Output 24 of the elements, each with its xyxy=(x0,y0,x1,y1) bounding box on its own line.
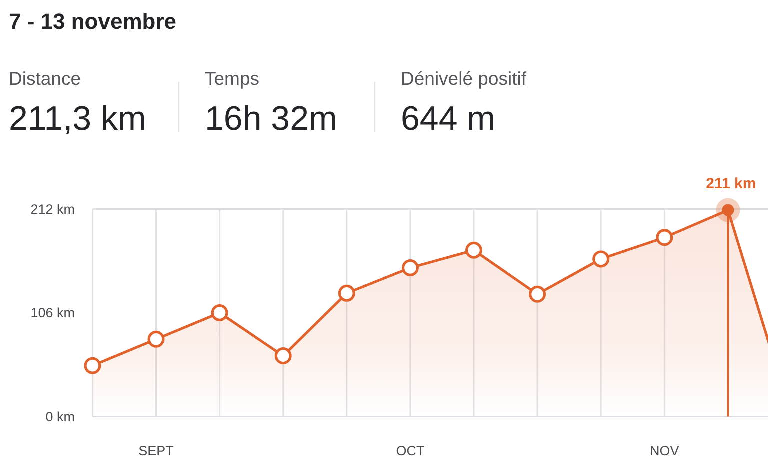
point xyxy=(338,284,356,302)
x-tick-label: OCT xyxy=(396,444,425,459)
point xyxy=(211,304,228,322)
y-tick-label: 212 km xyxy=(30,202,75,218)
point xyxy=(274,348,292,365)
text: 211,3 km xyxy=(9,100,146,138)
point xyxy=(402,260,419,276)
x-tick-label: SEPT xyxy=(138,444,174,459)
data-label: 211 km xyxy=(706,175,756,192)
point xyxy=(84,357,102,374)
text: Dénivelé positif xyxy=(401,68,528,89)
point xyxy=(656,229,674,246)
chart-title: 7 - 13 novembre xyxy=(9,9,177,34)
point xyxy=(529,286,546,303)
text: 644 m xyxy=(401,100,496,138)
point xyxy=(592,250,610,268)
y-tick-label: 106 km xyxy=(30,306,75,321)
text: Temps xyxy=(205,68,260,89)
x-tick-label: NOV xyxy=(650,444,680,459)
y-tick-label: 0 km xyxy=(46,409,75,424)
text: Distance xyxy=(9,68,81,89)
point xyxy=(466,242,482,259)
point xyxy=(148,330,165,348)
text: 16h 32m xyxy=(205,100,338,138)
